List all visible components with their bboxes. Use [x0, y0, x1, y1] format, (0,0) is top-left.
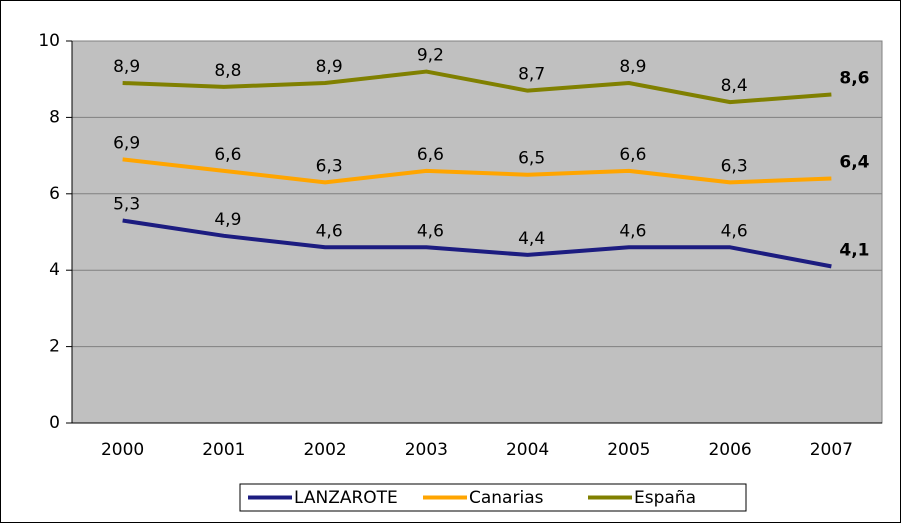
- y-tick-label: 0: [49, 413, 60, 433]
- data-label: 4,1: [839, 240, 869, 260]
- data-label: 8,9: [316, 57, 343, 77]
- data-label: 6,6: [417, 145, 444, 165]
- series-line: [122, 157, 832, 185]
- y-tick-label: 2: [49, 337, 60, 357]
- data-label: 8,7: [518, 65, 545, 85]
- data-label: 9,2: [417, 46, 444, 66]
- data-label: 6,4: [839, 153, 869, 173]
- x-tick-label: 2005: [607, 440, 650, 460]
- x-tick-label: 2007: [810, 440, 853, 460]
- data-label: 8,8: [214, 61, 241, 81]
- data-label: 4,6: [721, 221, 748, 241]
- data-label: 4,6: [417, 221, 444, 241]
- data-label: 4,6: [316, 221, 343, 241]
- legend-label: Canarias: [469, 488, 544, 508]
- y-tick-label: 8: [49, 107, 60, 127]
- legend-label: España: [634, 488, 696, 508]
- data-label: 6,5: [518, 149, 545, 169]
- y-tick-label: 4: [49, 260, 60, 280]
- data-label: 8,6: [839, 68, 869, 88]
- x-tick-label: 2004: [506, 440, 549, 460]
- series-line: [122, 218, 832, 269]
- data-label: 8,9: [619, 57, 646, 77]
- y-tick-label: 6: [49, 184, 60, 204]
- y-tick-label: 10: [38, 31, 60, 51]
- legend-box: [239, 483, 747, 512]
- data-label: 6,9: [113, 133, 140, 153]
- x-tick-label: 2003: [405, 440, 448, 460]
- data-label: 6,6: [214, 145, 241, 165]
- legend-label: LANZAROTE: [294, 488, 398, 508]
- x-tick-label: 2006: [708, 440, 751, 460]
- data-label: 6,3: [721, 156, 748, 176]
- data-label: 6,6: [619, 145, 646, 165]
- x-tick-label: 2002: [303, 440, 346, 460]
- data-label: 4,6: [619, 221, 646, 241]
- data-label: 8,4: [721, 76, 748, 96]
- x-tick-label: 2000: [101, 440, 144, 460]
- data-label: 6,3: [316, 156, 343, 176]
- x-tick-label: 2001: [202, 440, 245, 460]
- data-label: 5,3: [113, 195, 140, 215]
- data-label: 4,9: [214, 210, 241, 230]
- series-line: [122, 69, 832, 105]
- data-label: 4,4: [518, 229, 545, 249]
- data-label: 8,9: [113, 57, 140, 77]
